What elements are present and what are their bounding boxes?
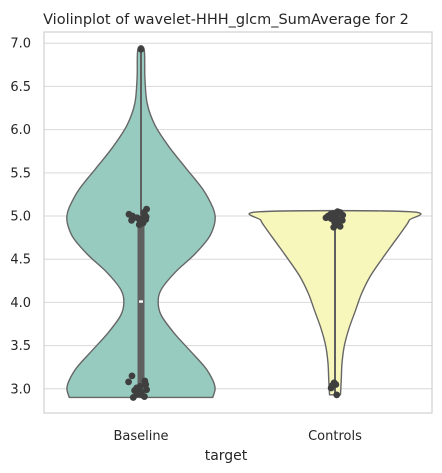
y-tick-label: 6.0 <box>10 123 31 138</box>
y-tick-label: 7.0 <box>10 37 31 52</box>
iqr-box <box>138 225 145 389</box>
data-point <box>330 224 337 231</box>
data-point <box>328 385 335 392</box>
data-point <box>128 217 135 224</box>
data-point <box>130 394 137 401</box>
median-marker <box>139 300 143 302</box>
y-tick-label: 4.0 <box>10 296 31 311</box>
data-point <box>141 393 148 400</box>
x-axis-title: target <box>205 448 248 464</box>
data-point <box>337 223 344 230</box>
data-point <box>333 391 340 398</box>
data-point <box>129 372 136 379</box>
data-point <box>136 221 143 228</box>
y-tick-label: 5.5 <box>10 166 31 181</box>
data-point <box>125 378 132 385</box>
y-tick-label: 3.5 <box>10 339 31 354</box>
data-point <box>138 46 145 53</box>
x-tick-label: Baseline <box>113 429 168 444</box>
y-tick-label: 4.5 <box>10 253 31 268</box>
y-tick-label: 6.5 <box>10 80 31 95</box>
x-tick-label: Controls <box>308 429 362 444</box>
chart-title: Violinplot of wavelet-HHH_glcm_SumAverag… <box>43 12 409 28</box>
y-tick-label: 3.0 <box>10 382 31 397</box>
violins <box>67 46 421 398</box>
y-tick-label: 5.0 <box>10 210 31 225</box>
